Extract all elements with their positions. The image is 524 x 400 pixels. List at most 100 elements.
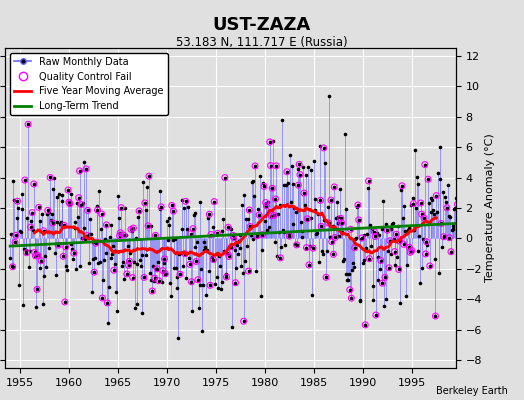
Point [90,269,99,275]
Point [97,211,106,217]
Point [355,217,363,223]
Point [349,260,357,266]
Point [227,244,236,250]
Point [381,221,390,228]
Point [398,183,406,189]
Point [267,213,276,219]
Point [48,220,57,226]
Point [176,271,184,278]
Point [417,200,425,206]
Point [395,266,403,273]
Point [254,206,263,212]
Point [159,267,167,274]
Point [285,230,293,236]
Point [146,223,155,229]
Point [319,251,327,257]
Point [192,258,201,265]
Point [67,190,75,197]
Point [51,250,59,257]
Point [421,161,429,168]
Point [63,267,71,274]
Point [453,201,462,208]
Point [245,207,254,213]
Point [357,236,365,242]
Point [224,224,232,230]
Point [124,262,133,268]
Point [392,231,400,238]
Point [26,224,35,230]
Point [439,189,447,196]
Point [180,204,188,211]
Point [244,268,253,274]
Point [270,212,278,219]
Point [167,293,175,300]
Point [333,214,342,220]
Point [348,267,356,273]
Point [266,162,275,169]
Point [31,253,40,259]
Point [421,251,430,257]
Point [402,293,410,300]
Point [181,250,189,257]
Point [92,240,100,246]
Point [316,197,324,204]
Point [373,277,381,283]
Point [222,274,231,280]
Point [122,232,130,238]
Point [278,116,286,123]
Point [350,264,358,270]
Point [238,270,247,276]
Point [240,192,248,198]
Point [361,256,369,263]
Point [165,222,173,228]
Point [198,328,206,334]
Point [178,226,187,232]
Point [273,253,281,260]
Point [232,265,241,272]
Point [43,207,52,214]
Point [418,211,426,217]
Point [37,258,46,264]
Point [39,228,48,234]
Point [97,211,106,217]
Point [42,264,50,270]
Point [300,190,308,196]
Point [329,223,337,229]
Point [379,198,387,204]
Point [111,248,119,254]
Point [364,178,373,184]
Point [89,238,97,245]
Point [67,241,75,248]
Point [19,301,27,308]
Point [24,121,32,128]
Point [203,247,211,254]
Point [126,250,134,256]
Point [320,145,328,151]
Point [83,207,92,214]
Point [185,261,194,268]
Point [208,254,216,260]
Point [295,161,303,168]
Point [144,223,152,229]
Point [190,212,198,218]
Point [336,215,345,222]
Point [345,270,353,277]
Point [169,208,178,214]
Point [30,181,38,187]
Point [11,239,19,246]
Point [389,220,397,226]
Point [107,255,116,262]
Point [282,182,290,189]
Point [380,274,389,280]
Point [114,193,122,199]
Point [405,244,413,251]
Point [174,334,182,341]
Point [223,250,232,256]
Point [383,227,391,234]
Point [327,197,335,203]
Point [239,318,248,324]
Point [169,208,178,214]
Point [172,265,180,272]
Point [326,233,334,240]
Point [35,204,43,210]
